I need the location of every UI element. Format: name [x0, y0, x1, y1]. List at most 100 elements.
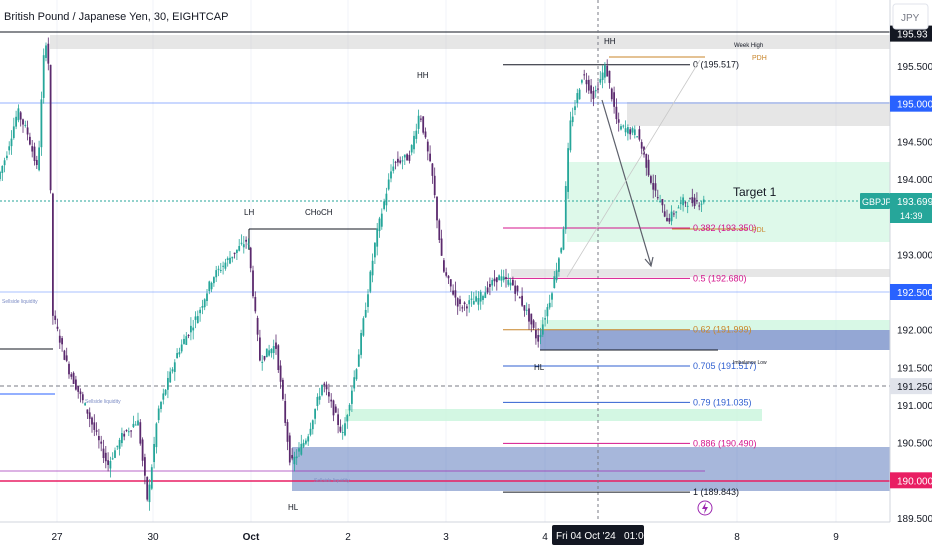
- candle-body: [461, 307, 464, 309]
- candle-body: [238, 245, 241, 251]
- candle-body: [348, 404, 351, 411]
- candle-body: [116, 445, 119, 447]
- price-tick-label: 194.500: [897, 137, 932, 148]
- price-highlight-label: 195.000: [897, 100, 932, 111]
- candle-body: [75, 379, 77, 390]
- candle-body: [617, 119, 620, 123]
- candle-body: [256, 317, 259, 335]
- candle-body: [185, 336, 188, 345]
- fib-label: 0.79 (191.035): [693, 397, 752, 407]
- candle-body: [530, 313, 533, 325]
- candle-body: [696, 200, 698, 202]
- label-hl-right: HL: [534, 363, 545, 372]
- label-target: Target 1: [733, 185, 777, 199]
- candle-body: [137, 420, 139, 426]
- candle-body: [406, 154, 408, 161]
- candle-body: [654, 183, 657, 191]
- candle-body: [309, 428, 312, 435]
- candle-body: [132, 423, 135, 428]
- candle-body: [148, 484, 151, 503]
- candle-body: [380, 213, 383, 227]
- candle-body: [551, 293, 553, 300]
- candle-body: [459, 299, 461, 305]
- candle-body: [6, 155, 8, 159]
- price-highlight-label: 192.500: [897, 288, 932, 299]
- candle-body: [610, 88, 613, 100]
- candle-body: [378, 218, 381, 232]
- candle-body: [700, 203, 703, 205]
- candle-body: [0, 171, 1, 180]
- candle-body: [613, 92, 615, 107]
- candle-body: [677, 207, 680, 209]
- candle-body: [668, 218, 671, 222]
- candle-body: [601, 72, 604, 80]
- time-scale[interactable]: 27 30 Oct 2 3 4 8 9 Fri 04 Oct '24 01:00 PM: [0, 521, 932, 550]
- candle-body: [443, 260, 445, 272]
- candle-body: [376, 228, 379, 247]
- candle-body: [330, 399, 333, 402]
- candle-body: [505, 277, 507, 279]
- candle-body: [261, 361, 264, 363]
- candle-body: [698, 205, 701, 207]
- candle-body: [61, 338, 63, 345]
- candle-body: [286, 422, 289, 442]
- candle-body: [19, 112, 22, 120]
- fib-retracement[interactable]: 0 (195.517) 0.382 (193.350) 0.5 (192.680) 0…: [503, 60, 757, 497]
- candle-body: [141, 439, 144, 461]
- candle-body: [208, 281, 211, 291]
- currency-button[interactable]: JPY: [892, 3, 929, 30]
- candle-body: [355, 369, 358, 380]
- lightning-icon[interactable]: [697, 500, 713, 516]
- candle-body: [403, 154, 406, 158]
- candle-body: [199, 309, 201, 314]
- candle-body: [401, 160, 404, 162]
- candle-body: [528, 308, 530, 322]
- candle-body: [277, 345, 280, 371]
- plot-area[interactable]: [0, 0, 890, 522]
- candle-body: [201, 306, 204, 308]
- candle-body: [429, 153, 431, 162]
- candle-body: [314, 409, 316, 419]
- candle-body: [79, 391, 82, 395]
- candle-body: [682, 197, 684, 206]
- candle-body: [422, 116, 425, 133]
- candle-body: [475, 296, 477, 302]
- candle-body: [482, 296, 484, 301]
- candle-body: [587, 79, 590, 91]
- candle-body: [684, 202, 687, 204]
- candle-body: [438, 220, 441, 241]
- candle-body: [229, 257, 231, 264]
- price-scale[interactable]: 195.500194.500194.000193.500193.000192.0…: [860, 0, 932, 550]
- candle-body: [608, 70, 611, 83]
- candle-body: [656, 197, 659, 199]
- candle-body: [45, 45, 47, 58]
- candle-body: [42, 55, 45, 98]
- candle-body: [12, 126, 15, 138]
- candle-body: [307, 436, 310, 442]
- price-tick-label: 194.000: [897, 175, 932, 186]
- candle-body: [187, 334, 190, 336]
- candle-body: [226, 258, 229, 261]
- label-choch: CHoCH: [305, 208, 333, 217]
- candle-body: [689, 198, 691, 200]
- candle-body: [495, 277, 498, 283]
- candle-body: [578, 89, 581, 100]
- candle-body: [548, 302, 551, 308]
- candle-body: [190, 325, 192, 333]
- candle-body: [357, 354, 360, 367]
- candle-body: [537, 335, 540, 342]
- candlestick-series: [0, 37, 705, 511]
- candle-body: [567, 148, 569, 192]
- candle-body: [35, 159, 38, 166]
- candle-body: [222, 265, 224, 267]
- candle-body: [546, 307, 549, 317]
- candle-body: [272, 346, 275, 354]
- candle-body: [592, 90, 595, 100]
- candle-body: [252, 270, 254, 297]
- candle-body: [52, 193, 54, 316]
- candle-body: [1, 165, 4, 174]
- candle-body: [192, 327, 195, 331]
- candle-body: [17, 108, 20, 121]
- candle-body: [498, 275, 500, 281]
